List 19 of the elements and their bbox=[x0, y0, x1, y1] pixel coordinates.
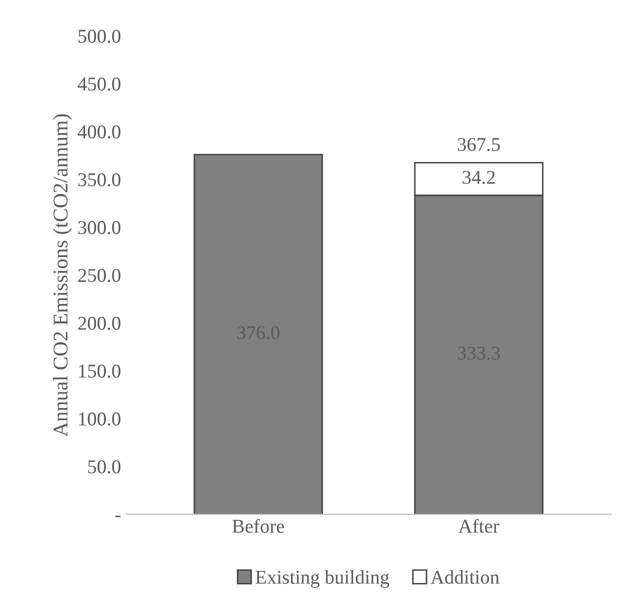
bar bbox=[194, 154, 323, 514]
y-tick-label: 500.0 bbox=[78, 30, 120, 43]
x-tick-label: After bbox=[458, 518, 500, 533]
y-tick-label: 50.0 bbox=[88, 460, 120, 474]
y-tick-label: 300.0 bbox=[78, 221, 120, 234]
legend-label: Existing building bbox=[256, 570, 390, 588]
data-label: 34.2 bbox=[462, 170, 495, 184]
x-tick-label: Before bbox=[232, 518, 284, 533]
y-tick-label: - bbox=[115, 516, 120, 518]
y-tick-label: 400.0 bbox=[78, 125, 120, 139]
y-axis-title: Annual CO2 Emissions (tCO2/annum) bbox=[52, 114, 72, 437]
y-tick-label: 150.0 bbox=[79, 364, 120, 378]
legend-label: Addition bbox=[430, 570, 500, 584]
y-tick-label: 350.0 bbox=[78, 173, 120, 186]
y-tick-label: 250.0 bbox=[78, 268, 120, 282]
total-label: 367.5 bbox=[458, 138, 500, 152]
y-tick-label: 100.0 bbox=[79, 412, 120, 426]
y-tick-label: 450.0 bbox=[78, 78, 120, 91]
y-tick-label: 200.0 bbox=[78, 316, 120, 330]
